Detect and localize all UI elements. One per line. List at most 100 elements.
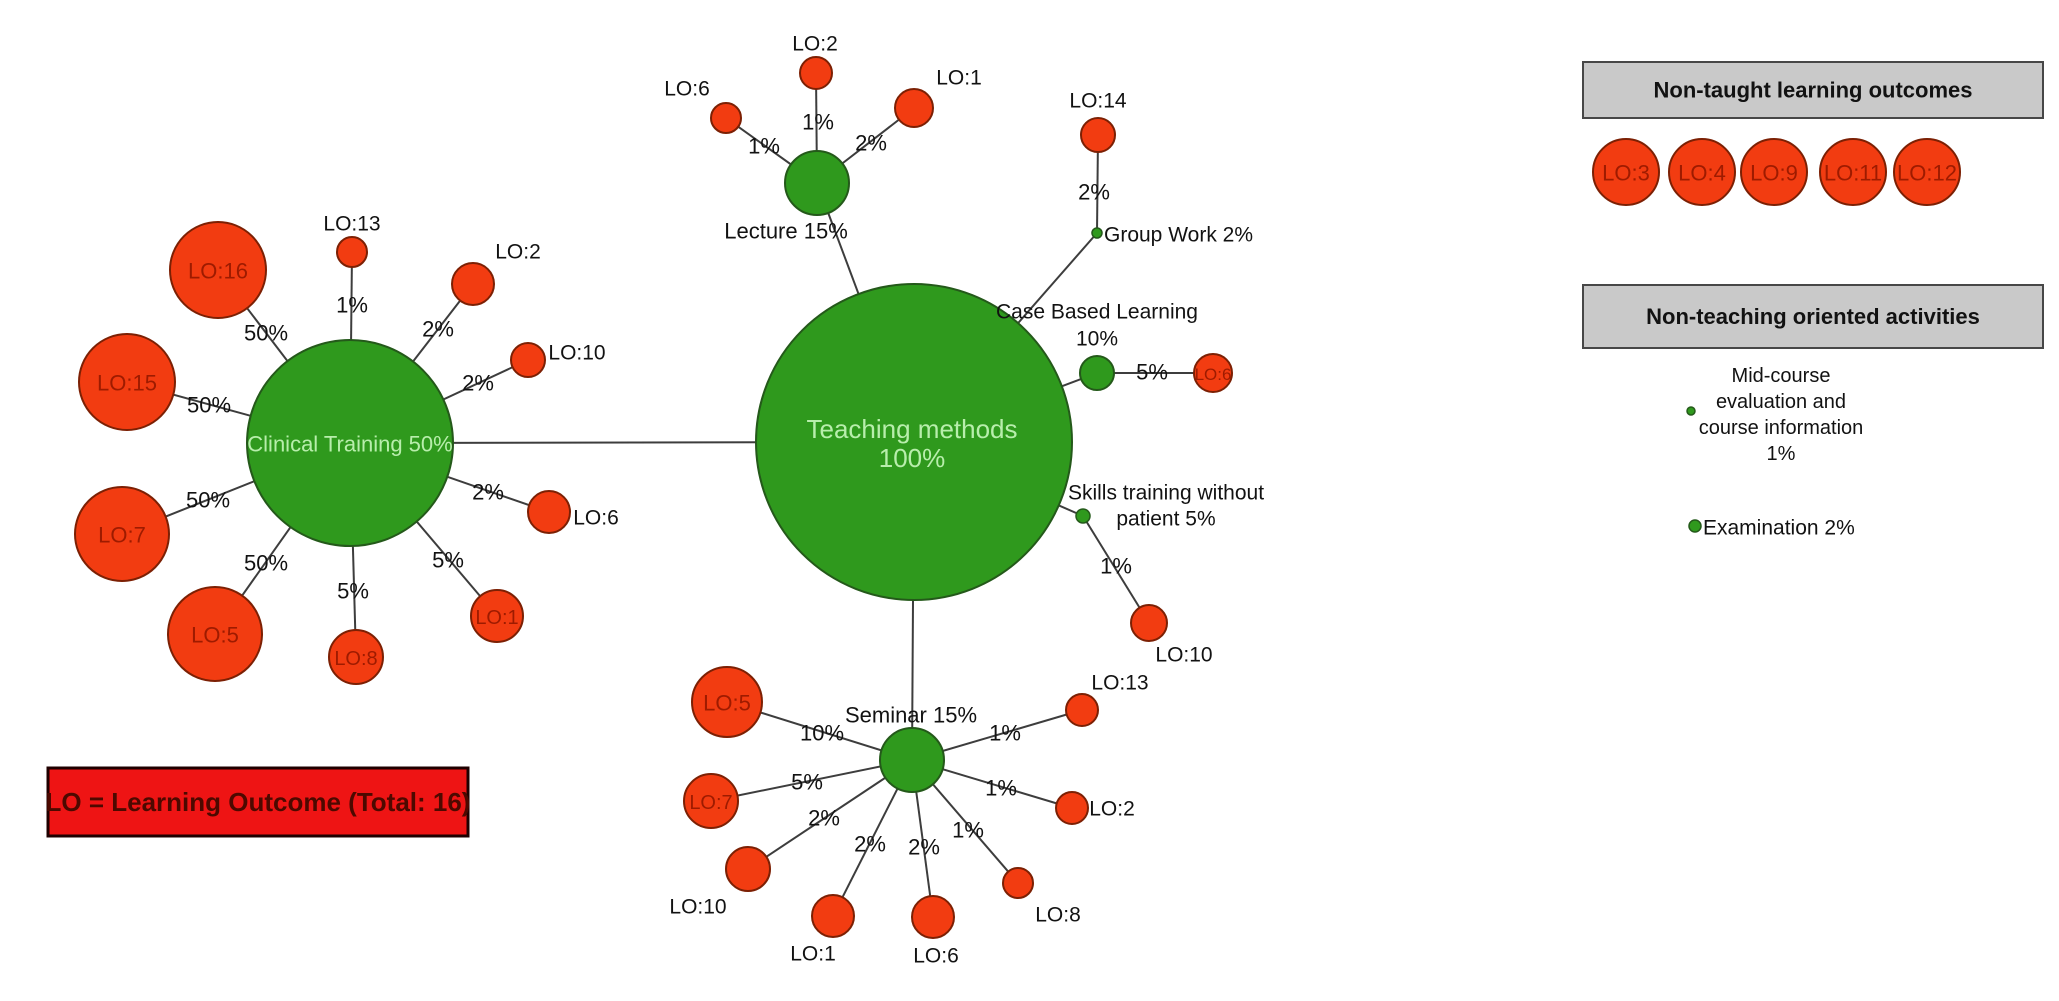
label-case-based-learning-label: Case Based Learning 10%: [996, 300, 1198, 350]
label-clinical-training-label: Clinical Training 50%: [247, 432, 452, 457]
node-l-lo2: [799, 56, 833, 90]
label-s-lo6-label: LO:6: [913, 944, 959, 967]
label-pct-lecture-lo1: 2%: [855, 131, 887, 156]
node-c-lo1: [470, 589, 524, 643]
node-sk-lo10: [1130, 604, 1168, 642]
label-c-lo5-label: LO:5: [191, 623, 239, 648]
node-c-lo15: [78, 333, 176, 431]
panel-circle-lo-11: [1819, 138, 1887, 206]
label-c-lo8-label: LO:8: [334, 648, 377, 670]
panel-circle-lo-12: [1893, 138, 1961, 206]
panel-circle-label-lo-9: LO:9: [1750, 161, 1798, 186]
node-lecture: [784, 150, 850, 216]
activity-dot-mid-course-evaluation: [1686, 406, 1696, 416]
label-pct-clinical-lo8: 5%: [337, 579, 369, 604]
label-cbl-lo6-label: LO:6: [1195, 365, 1232, 384]
label-l-lo6-label: LO:6: [664, 77, 710, 100]
labels-layer: Teaching methods 100% Clinical Training 50…: [97, 32, 1264, 967]
node-c-lo8: [328, 629, 384, 685]
node-c-lo16: [169, 221, 267, 319]
edge-skills-sk-lo10: [1082, 515, 1150, 624]
label-s-lo2-label: LO:2: [1089, 797, 1135, 820]
label-pct-clinical-lo10: 2%: [462, 371, 494, 396]
node-groupwork: [1091, 227, 1103, 239]
label-c-lo1-label: LO:1: [475, 607, 518, 629]
panel-circle-label-lo-12: LO:12: [1897, 161, 1957, 186]
label-s-lo1-label: LO:1: [790, 942, 836, 965]
nodes-layer: [74, 56, 1233, 939]
label-lecture-label: Lecture 15%: [724, 219, 848, 244]
panel-circle-label-lo-3: LO:3: [1602, 161, 1650, 186]
label-pct-clinical-lo1: 5%: [432, 548, 464, 573]
label-pct-seminar-lo1: 2%: [854, 832, 886, 857]
label-lo14-label: LO:14: [1069, 89, 1127, 112]
label-pct-seminar-lo13: 1%: [989, 721, 1021, 746]
label-pct-seminar-lo7: 5%: [791, 770, 823, 795]
label-s-lo10-label: LO:10: [669, 895, 726, 918]
label-c-lo6-label: LO:6: [573, 506, 619, 529]
node-teaching: [755, 283, 1073, 601]
panel-circle-lo-4: [1668, 138, 1736, 206]
label-pct-clinical-lo13: 1%: [336, 293, 368, 318]
panel-circle-lo-9: [1740, 138, 1808, 206]
legend: LO = Learning Outcome (Total: 16): [46, 766, 471, 838]
label-pct-cbl-lo6: 5%: [1136, 360, 1168, 385]
node-l-lo6: [710, 102, 742, 134]
panel-non-teaching-title: Non-teaching oriented activities: [1646, 304, 1980, 329]
node-s-lo5: [691, 666, 763, 738]
node-s-lo1: [811, 894, 855, 938]
node-skills: [1075, 508, 1091, 524]
label-pct-clinical-lo16: 50%: [244, 321, 288, 346]
node-seminar: [879, 727, 945, 793]
label-l-lo2-label: LO:2: [792, 32, 838, 55]
node-l-lo1: [894, 88, 934, 128]
label-group-work-label: Group Work 2%: [1104, 223, 1253, 246]
activity-label-examination: Examination 2%: [1703, 516, 1855, 539]
node-s-lo6: [911, 895, 955, 939]
label-pct-seminar-lo10: 2%: [808, 806, 840, 831]
label-c-lo10-label: LO:10: [548, 341, 605, 364]
label-pct-skills-lo10: 1%: [1100, 554, 1132, 579]
node-s-lo2: [1055, 791, 1089, 825]
label-c-lo16-label: LO:16: [188, 259, 248, 284]
panel-non-taught-title: Non-taught learning outcomes: [1654, 78, 1973, 103]
node-clinical: [246, 339, 454, 547]
panel-circle-lo-3: [1592, 138, 1660, 206]
label-pct-lecture-lo2: 1%: [802, 110, 834, 135]
node-s-lo8: [1002, 867, 1034, 899]
panel-non-teaching-box: [1582, 284, 2044, 349]
label-l-lo1-label: LO:1: [936, 66, 982, 89]
label-s-lo5-label: LO:5: [703, 691, 751, 716]
panel-non-taught-box: [1582, 61, 2044, 119]
node-c-lo2: [451, 262, 495, 306]
node-c-lo13: [336, 236, 368, 268]
node-cbl: [1079, 355, 1115, 391]
edge-seminar-s-lo7: [710, 759, 913, 802]
node-s-lo7: [683, 773, 739, 829]
label-s-lo13-label: LO:13: [1091, 671, 1148, 694]
label-s-lo7-label: LO:7: [689, 792, 732, 814]
activity-dot-examination: [1688, 519, 1702, 533]
label-c-lo2-label: LO:2: [495, 240, 541, 263]
activity-label-mid-course-evaluation: Mid-course evaluation and course informati…: [1699, 365, 1864, 465]
legend-label: LO = Learning Outcome (Total: 16): [46, 787, 471, 817]
node-s-lo10: [725, 846, 771, 892]
label-pct-clinical-lo5: 50%: [244, 551, 288, 576]
panel-non-taught: Non-taught learning outcomes LO:3 LO:4 LO:9…: [1582, 61, 2044, 206]
legend-box: [46, 766, 470, 838]
label-pct-seminar-lo8: 1%: [952, 818, 984, 843]
panel-non-teaching: Non-teaching oriented activities Mid-cour…: [1582, 284, 2044, 539]
node-cbl-lo6: [1193, 353, 1233, 393]
label-pct-seminar-lo2: 1%: [985, 776, 1017, 801]
label-pct-groupwork-lo14: 2%: [1078, 180, 1110, 205]
label-s-lo8-label: LO:8: [1035, 903, 1081, 926]
label-pct-seminar-lo6: 2%: [908, 835, 940, 860]
label-c-lo13-label: LO:13: [323, 212, 380, 235]
node-c-lo6: [527, 490, 571, 534]
label-sk-lo10-label: LO:10: [1155, 643, 1212, 666]
panel-circle-label-lo-11: LO:11: [1824, 161, 1882, 186]
label-pct-clinical-lo6: 2%: [472, 480, 504, 505]
label-c-lo7-label: LO:7: [98, 523, 146, 548]
